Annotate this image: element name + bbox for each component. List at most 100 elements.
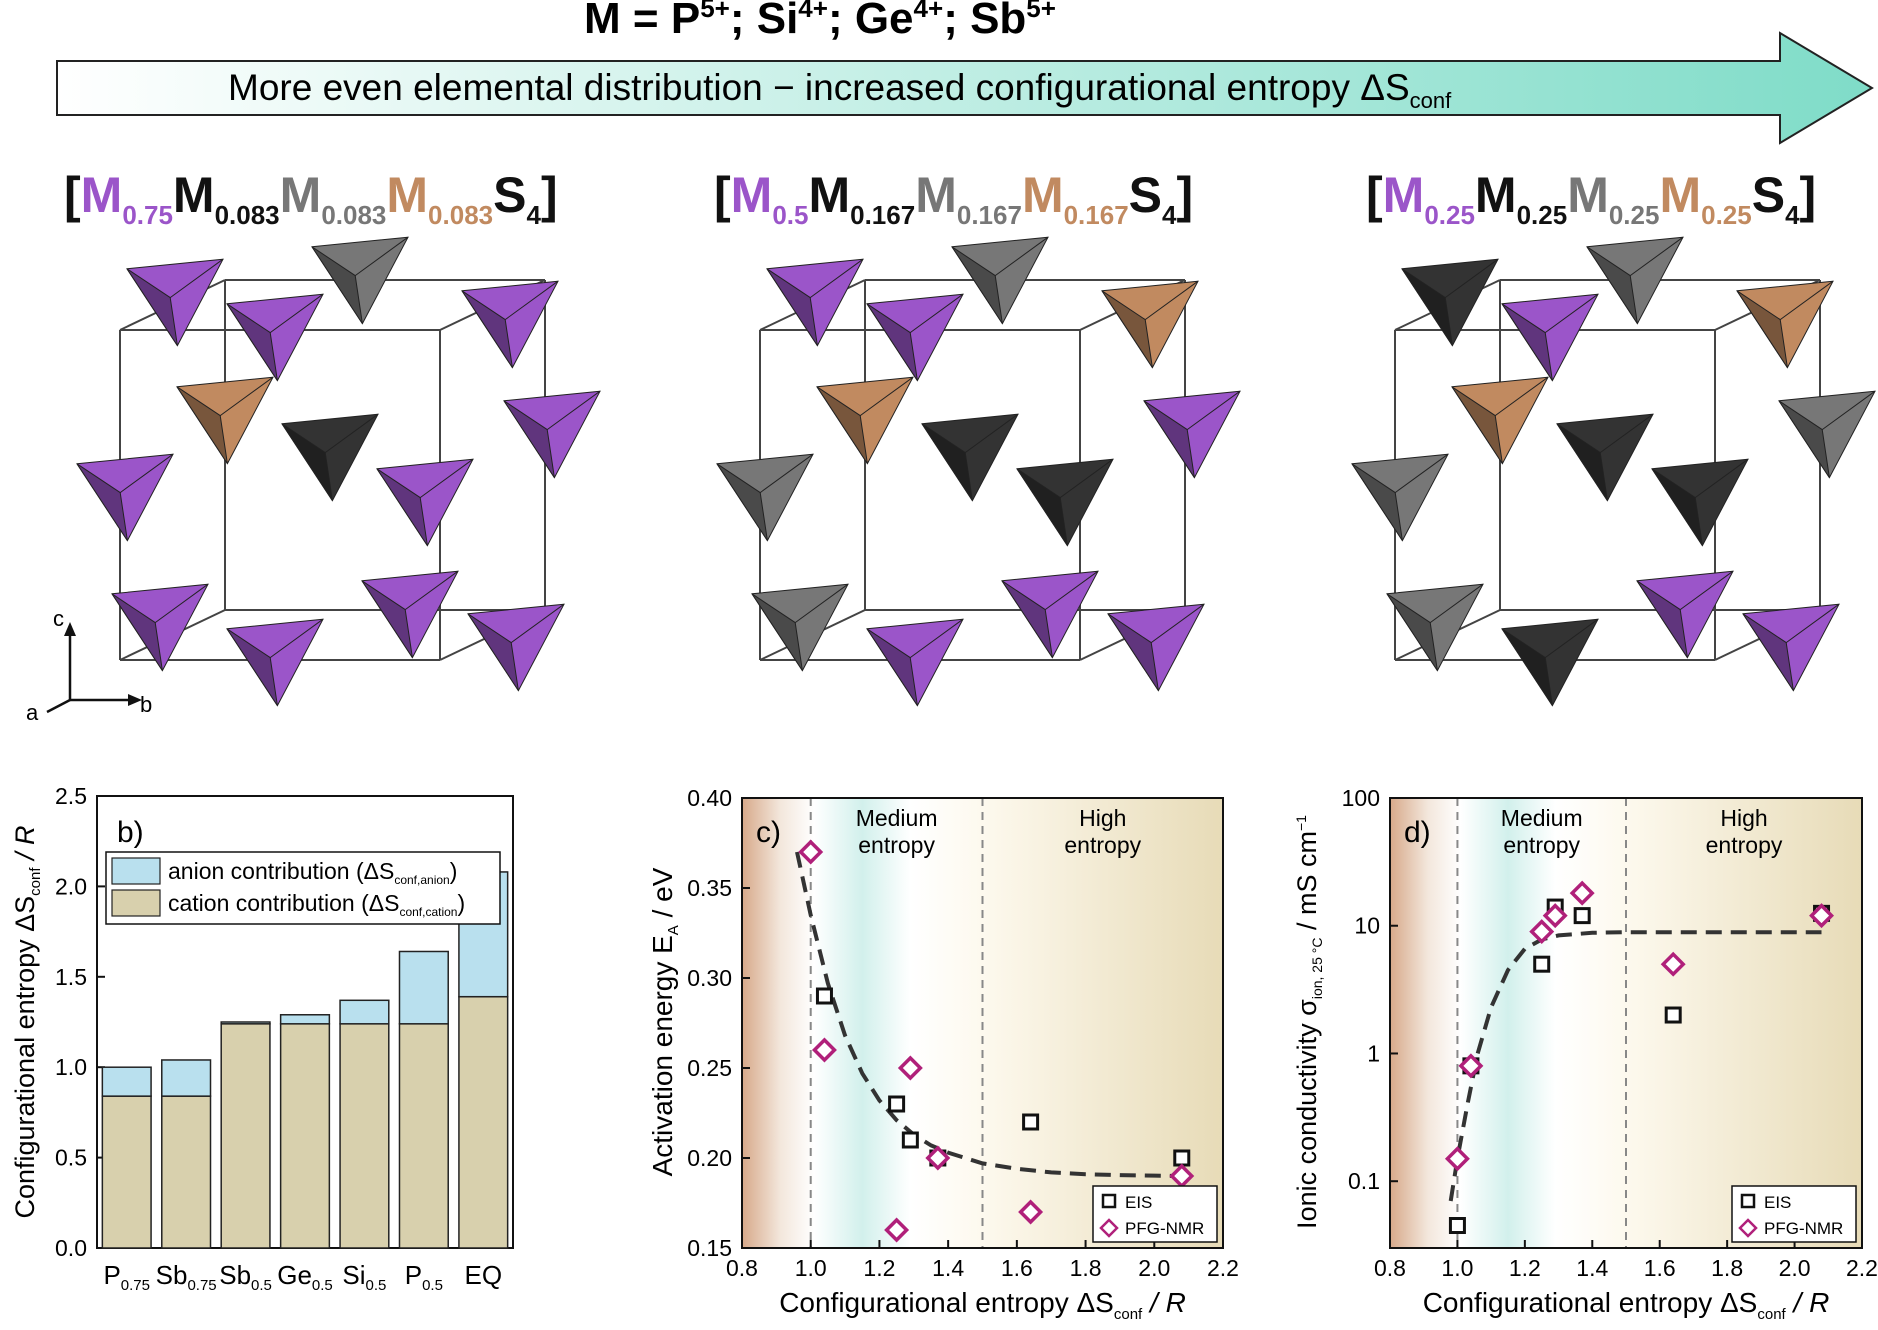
- category-base: EQ: [464, 1260, 502, 1290]
- formula-row: [M0.75M0.083M0.083M0.083S4] [M0.5M0.167M0…: [64, 167, 1816, 230]
- legend-subscript: conf,cation: [399, 905, 457, 919]
- high-entropy-label: entropy: [1706, 832, 1783, 858]
- formula-subscript: 0.75: [122, 200, 173, 230]
- tetrahedron-shade: [1107, 613, 1159, 691]
- tetrahedron-edge: [1186, 390, 1241, 431]
- tetrahedron-shade: [281, 423, 333, 501]
- formula-bracket: ]: [1800, 167, 1817, 223]
- panel-label: c): [756, 816, 781, 849]
- bar-anion: [220, 1021, 271, 1025]
- legend-pfg-marker: [1738, 1218, 1758, 1238]
- panel-b-bar-chart: 0.00.51.01.52.02.5P0.75 Sb0.75 Sb0.5 Ge0.5 S…: [10, 783, 514, 1294]
- eis-point: [1448, 1217, 1466, 1235]
- y-tick-label: 0.40: [687, 785, 732, 811]
- y-axis-label: Ionic conductivity σion, 25 °C / mS cm−1: [1292, 815, 1325, 1229]
- y-tick-label: 0.5: [55, 1145, 87, 1171]
- bar-cation: [339, 1023, 390, 1249]
- tetrahedron-edge: [1694, 458, 1749, 499]
- category-subscript: 0.5: [366, 1277, 387, 1294]
- medium-entropy-label: Medium: [856, 805, 938, 831]
- crystal-structure-1: [76, 236, 601, 707]
- tetrahedron-edge: [1494, 376, 1549, 417]
- formula-bracket: [: [714, 167, 731, 223]
- medium-entropy-label: Medium: [1501, 805, 1583, 831]
- x-tick-label: 1.2: [1509, 1255, 1541, 1281]
- formula-3: [M0.25M0.25M0.25M0.25S4]: [1366, 167, 1816, 230]
- y-label-tail: / mS cm: [1292, 831, 1322, 938]
- tetrahedron-shade: [226, 303, 278, 381]
- tetrahedron-shade: [311, 246, 363, 324]
- tetrahedron-edge: [404, 570, 459, 611]
- tetrahedron-edge: [1144, 280, 1199, 321]
- pfg-nmr-point: [884, 1217, 910, 1243]
- tetrahedron-shade: [1401, 268, 1453, 346]
- formula-2: [M0.5M0.167M0.167M0.167S4]: [714, 167, 1193, 230]
- tetrahedron-edge: [546, 390, 601, 431]
- tetrahedron-edge: [219, 376, 274, 417]
- formula-subscript: 0.083: [321, 200, 386, 230]
- tetrahedron-shade: [76, 463, 128, 541]
- medium-entropy-label: entropy: [858, 832, 935, 858]
- tetrahedron-shade: [1501, 628, 1553, 706]
- tetrahedron-edge: [1629, 236, 1684, 277]
- x-tick-label: 1.6: [1001, 1255, 1033, 1281]
- tetrahedron-edge: [1679, 570, 1734, 611]
- plot-frame: [1389, 797, 1863, 1249]
- x-category-label: Si0.5: [342, 1260, 386, 1294]
- formula-subscript: 0.25: [1517, 200, 1568, 230]
- y-axis-label: Activation energy EA / eV: [647, 867, 682, 1176]
- y-tick-label: 0.30: [687, 965, 732, 991]
- tetrahedron-edge: [1444, 258, 1499, 299]
- tetrahedron-edge: [1544, 293, 1599, 334]
- high-entropy-label: High: [1079, 805, 1126, 831]
- fit-curve: [1448, 930, 1822, 1202]
- y-label-text: Configurational entropy ΔS: [10, 896, 40, 1219]
- legend-subscript: conf,anion: [394, 873, 449, 887]
- bar-cation: [458, 995, 509, 1249]
- tetrahedron-edge: [909, 618, 964, 659]
- formula-element: M: [808, 167, 850, 223]
- x-tick-label: 0.8: [1374, 1255, 1406, 1281]
- x-category-label: P0.75: [103, 1260, 150, 1294]
- tetrahedron-shade: [1351, 463, 1403, 541]
- legend-pfg-label: PFG-NMR: [1764, 1219, 1843, 1238]
- high-entropy-label: High: [1720, 805, 1767, 831]
- tetrahedron-edge: [269, 293, 324, 334]
- tetrahedron-edge: [759, 453, 814, 494]
- tetrahedron-edge: [1779, 280, 1834, 321]
- eis-point: [901, 1131, 919, 1149]
- x-category-label: Ge0.5: [277, 1260, 333, 1294]
- tetrahedron-shade: [1016, 468, 1068, 546]
- x-label-text: Configurational entropy ΔS: [779, 1287, 1114, 1318]
- tetrahedron-edge: [1150, 603, 1205, 644]
- bar-cation: [161, 1095, 212, 1249]
- figure-title: M = P5+; Si4+; Ge4+; Sb5+: [584, 0, 1056, 43]
- tetrahedron-edge: [909, 293, 964, 334]
- y-tick-label: 0.35: [687, 875, 732, 901]
- legend-label: anion contribution (ΔSconf,anion): [168, 858, 457, 887]
- eis-point: [1664, 1006, 1682, 1024]
- tetrahedron-shade: [766, 268, 818, 346]
- formula-bracket: [: [1366, 167, 1383, 223]
- tetrahedron-shade: [376, 468, 428, 546]
- tetrahedron-shade: [951, 246, 1003, 324]
- formula-1: [M0.75M0.083M0.083M0.083S4]: [64, 167, 558, 230]
- legend-swatch: [111, 889, 161, 917]
- tetrahedron-shade: [1386, 593, 1438, 671]
- tetrahedron-shade: [1586, 246, 1638, 324]
- tetrahedron-shade: [866, 303, 918, 381]
- crystal-structures: [76, 236, 1876, 707]
- x-label-tail: / R: [1142, 1287, 1186, 1318]
- formula-element: M: [915, 167, 957, 223]
- y-label-superscript: −1: [1293, 815, 1309, 831]
- pfg-nmr-point: [1529, 919, 1555, 945]
- x-category-label: P0.5: [405, 1260, 443, 1294]
- tetrahedron-shade: [176, 386, 228, 464]
- axis-b-label: b: [140, 692, 152, 717]
- x-tick-label: 2.0: [1779, 1255, 1811, 1281]
- tetrahedron-shade: [1101, 290, 1153, 368]
- pfg-nmr-point: [1809, 903, 1835, 929]
- tetrahedron-shade: [226, 628, 278, 706]
- panel-label: b): [117, 816, 144, 849]
